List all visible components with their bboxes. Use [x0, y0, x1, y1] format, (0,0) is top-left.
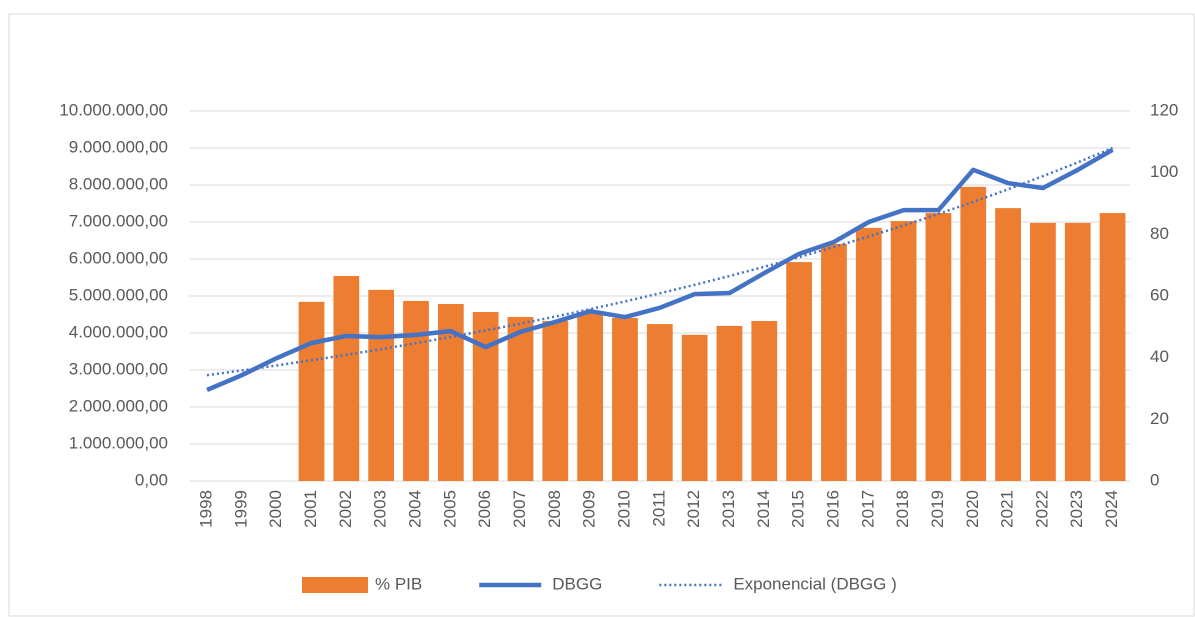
x-tick-label: 2014 [754, 490, 773, 528]
y-tick-label: 1.000.000,00 [69, 433, 168, 452]
y-tick-label: 9.000.000,00 [69, 137, 168, 156]
bar [786, 262, 813, 481]
bar [542, 320, 569, 481]
bar [890, 221, 917, 481]
bar [298, 301, 325, 481]
y-tick-label: 3.000.000,00 [69, 359, 168, 378]
y-tick-label: 2.000.000,00 [69, 396, 168, 415]
y-tick-label: 6.000.000,00 [69, 248, 168, 267]
bar [507, 316, 534, 481]
x-tick-label: 2009 [580, 490, 599, 528]
legend-label: % PIB [375, 574, 422, 593]
y2-tick-label: 120 [1150, 100, 1178, 119]
x-tick-label: 2022 [1032, 490, 1051, 528]
y-tick-label: 7.000.000,00 [69, 211, 168, 230]
x-tick-label: 2004 [405, 490, 424, 528]
x-tick-label: 1998 [196, 490, 215, 528]
bar [403, 300, 429, 481]
y2-tick-label: 100 [1150, 162, 1178, 181]
trendline [206, 146, 1114, 377]
x-tick-label: 2005 [440, 490, 459, 528]
bar [646, 324, 673, 481]
x-tick-label: 2000 [266, 490, 285, 528]
x-tick-label: 2003 [371, 490, 390, 528]
x-tick-label: 2012 [684, 490, 703, 528]
legend-label: Exponencial (DBGG ) [733, 574, 896, 593]
bar [1099, 213, 1126, 481]
x-tick-label: 2021 [998, 490, 1017, 528]
y-tick-label: 10.000.000,00 [59, 100, 168, 119]
bar [333, 275, 360, 481]
y-tick-label: 0,00 [135, 470, 168, 489]
x-tick-label: 2010 [614, 490, 633, 528]
y2-tick-label: 60 [1150, 285, 1169, 304]
bar [716, 325, 743, 481]
y2-tick-label: 40 [1150, 347, 1169, 366]
y2-tick-label: 0 [1150, 470, 1159, 489]
x-tick-label: 2007 [510, 490, 529, 528]
x-tick-label: 2008 [545, 490, 564, 528]
bar [577, 312, 604, 481]
y2-tick-label: 80 [1150, 224, 1169, 243]
x-tick-label: 2023 [1067, 490, 1086, 528]
x-tick-label: 2020 [963, 490, 982, 528]
bar [368, 289, 395, 481]
bar [472, 312, 499, 481]
x-tick-label: 2013 [719, 490, 738, 528]
bar [681, 334, 708, 481]
bar [751, 320, 778, 481]
bar [1064, 222, 1091, 482]
legend-label: DBGG [552, 574, 602, 593]
y-tick-label: 4.000.000,00 [69, 322, 168, 341]
x-tick-label: 2018 [893, 490, 912, 528]
y2-tick-label: 20 [1150, 409, 1169, 428]
bar [995, 208, 1021, 481]
x-tick-label: 1999 [231, 490, 250, 528]
x-tick-label: 2006 [475, 490, 494, 528]
chart-frame [8, 13, 1195, 617]
y-tick-label: 8.000.000,00 [69, 174, 168, 193]
bar [855, 227, 882, 481]
legend-swatch [302, 577, 368, 593]
x-tick-label: 2016 [823, 490, 842, 528]
y-tick-label: 5.000.000,00 [69, 285, 168, 304]
x-tick-label: 2019 [928, 490, 947, 528]
line [206, 147, 1114, 393]
x-tick-label: 2001 [301, 490, 320, 528]
bar [1030, 222, 1056, 482]
bar [960, 186, 987, 481]
bar [821, 243, 847, 481]
x-tick-label: 2015 [789, 490, 808, 528]
x-tick-label: 2002 [336, 490, 355, 528]
x-tick-label: 2017 [858, 490, 877, 528]
x-tick-label: 2024 [1102, 490, 1121, 528]
bar [612, 317, 638, 481]
bar [925, 213, 952, 481]
x-tick-label: 2011 [649, 490, 668, 527]
